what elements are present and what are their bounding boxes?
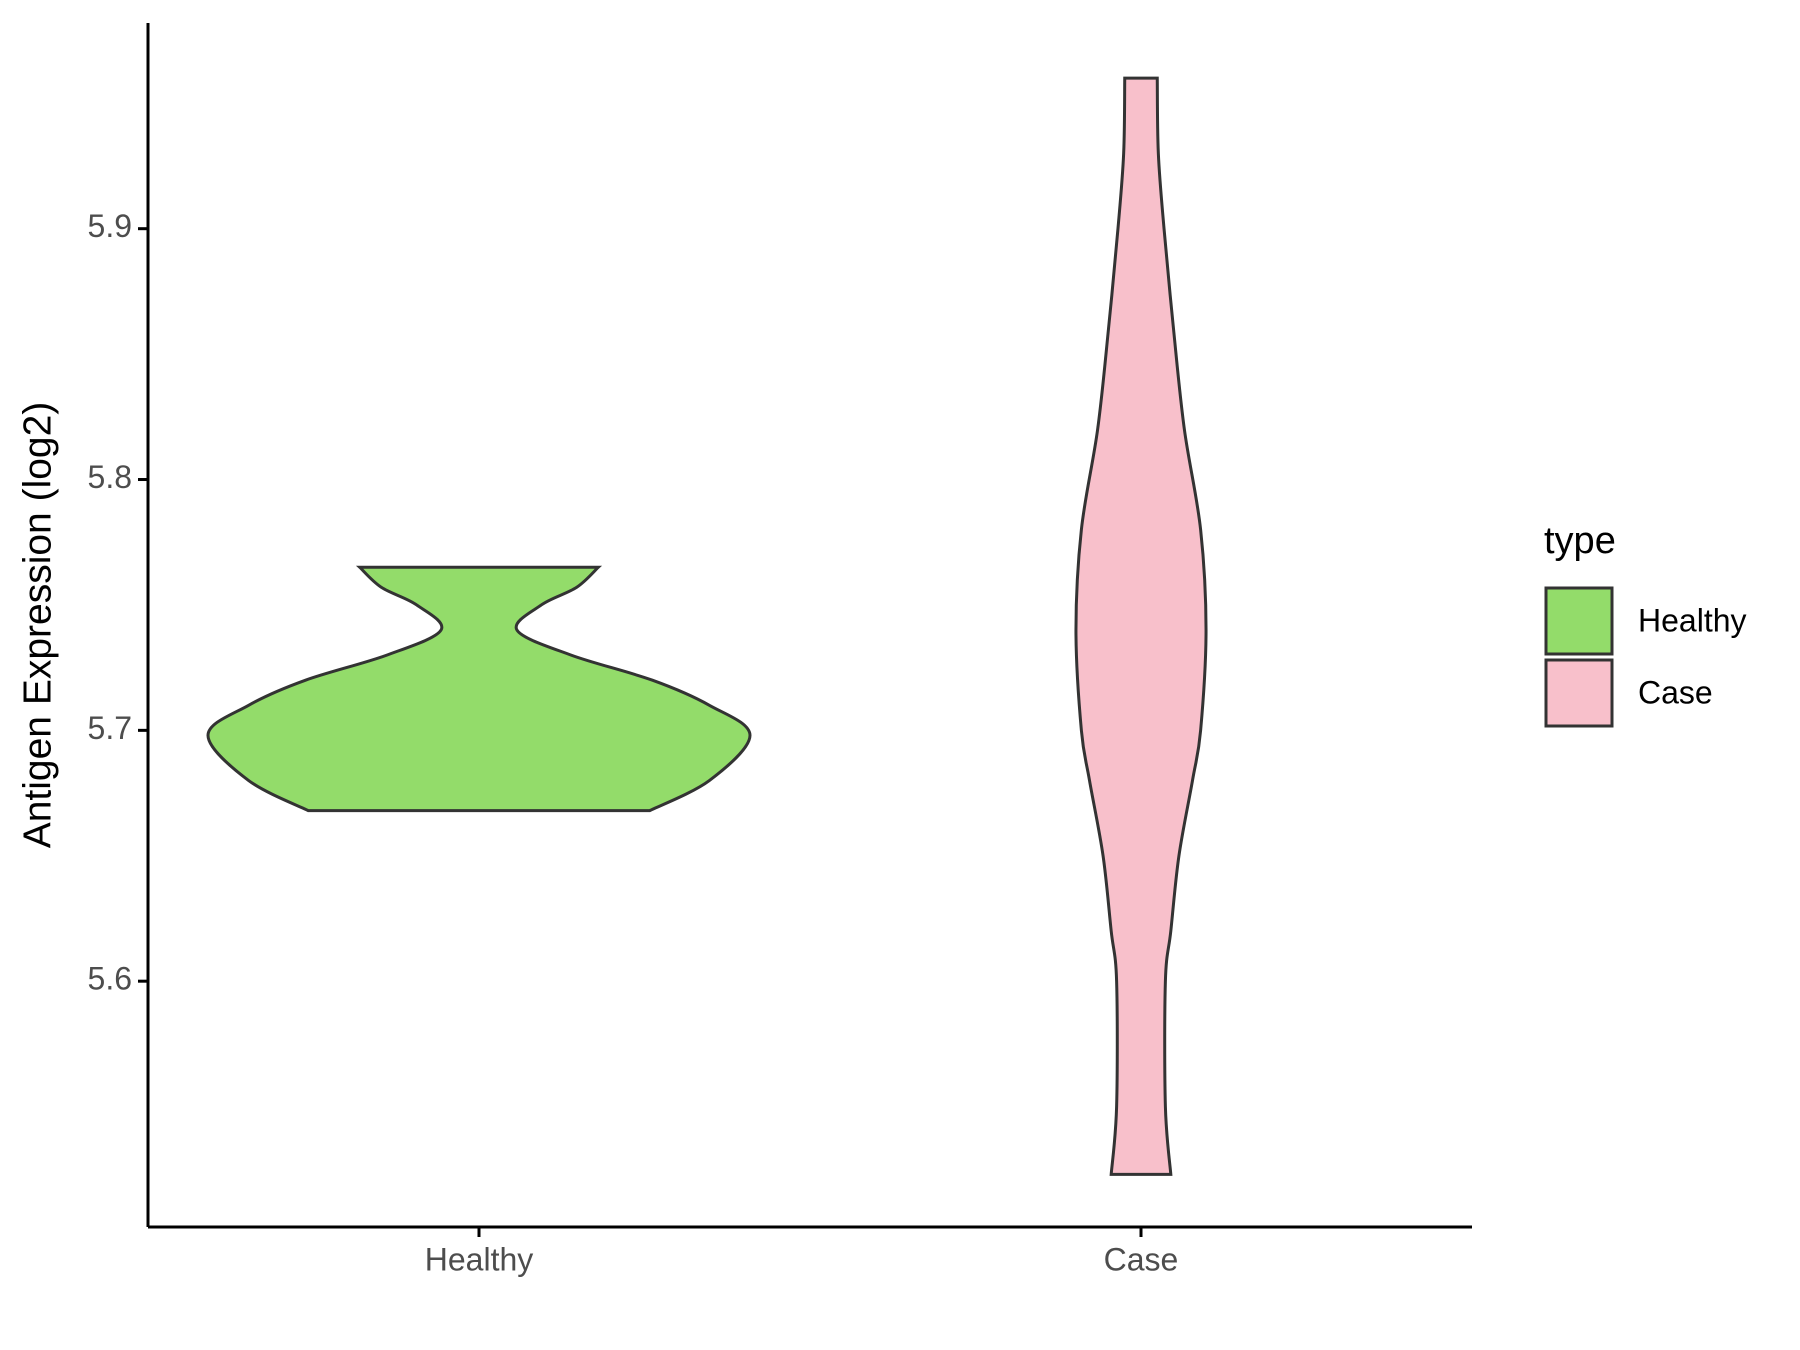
legend-label: Case — [1638, 674, 1713, 710]
y-tick-label: 5.9 — [88, 208, 132, 244]
y-axis-label: Antigen Expression (log2) — [16, 402, 59, 849]
y-tick-label: 5.7 — [88, 710, 132, 746]
legend-key — [1544, 658, 1614, 728]
violin — [206, 565, 752, 813]
legend-title: type — [1544, 520, 1616, 562]
legend-label: Healthy — [1638, 602, 1747, 638]
x-tick-label: Case — [1104, 1241, 1179, 1277]
violin — [1074, 76, 1208, 1176]
y-tick-label: 5.8 — [88, 459, 132, 495]
y-tick-label: 5.6 — [88, 961, 132, 997]
x-tick-label: Healthy — [425, 1241, 534, 1277]
legend-key — [1544, 586, 1614, 656]
